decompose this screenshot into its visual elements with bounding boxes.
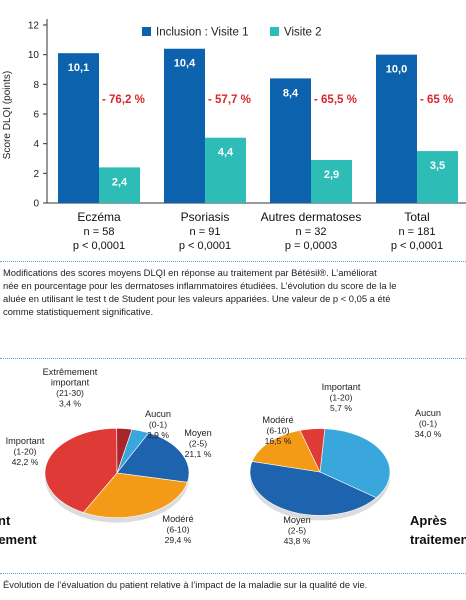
bar-value-label: 8,4 bbox=[283, 87, 299, 99]
pie-slice-label: Extrêmement bbox=[43, 367, 98, 377]
category-p-value: p = 0,0003 bbox=[285, 240, 337, 252]
pie-slice-label: (0-1) bbox=[149, 420, 167, 430]
bar-visite-1 bbox=[164, 48, 205, 203]
caption-line: aluée en utilisant le test t de Student … bbox=[3, 293, 391, 304]
pie-slice-label: Important bbox=[322, 382, 361, 392]
right-pie-title: Après bbox=[410, 513, 447, 528]
pie-before-treatment: Aucun(0-1)3,9 % Moyen(2-5)21,1 % Modéré(6-… bbox=[6, 367, 212, 545]
bar-visite-2 bbox=[311, 159, 352, 203]
pie-slice bbox=[251, 430, 321, 473]
y-tick-label: 12 bbox=[28, 21, 40, 32]
pie-slice-label: important bbox=[51, 378, 90, 388]
percent-change-label: - 65 % bbox=[420, 94, 453, 106]
category-p-value: p < 0,0001 bbox=[73, 240, 125, 252]
pie-slice-label: 29,4 % bbox=[165, 535, 192, 545]
pie-slice-label: 3,9 % bbox=[147, 430, 169, 440]
bar-visite-1 bbox=[270, 78, 311, 203]
pie-slice-label: Modéré bbox=[262, 415, 293, 425]
legend-label: Visite 2 bbox=[284, 27, 322, 39]
category-label: Autres dermatoses bbox=[261, 210, 362, 224]
figure-caption-2: Évolution de l’évaluation du patient rel… bbox=[3, 579, 368, 590]
category-label: Psoriasis bbox=[181, 210, 230, 224]
category-n: n = 181 bbox=[398, 226, 435, 238]
category-n: n = 58 bbox=[84, 226, 115, 238]
y-tick-label: 0 bbox=[33, 199, 39, 210]
legend-swatch bbox=[270, 27, 279, 36]
bar-value-label: 10,0 bbox=[386, 64, 407, 76]
pie-slice bbox=[116, 428, 133, 474]
pie-slice-label: (1-20) bbox=[14, 447, 37, 457]
pie-slice-label: Important bbox=[6, 436, 45, 446]
pie-after-treatment: Aucun(0-1)34,0 % Moyen(2-5)43,8 % Modéré(6… bbox=[249, 382, 442, 546]
bar-value-label: 10,4 bbox=[174, 58, 196, 70]
pie-slice-label: Aucun bbox=[415, 408, 441, 418]
pie-slice-label: (6-10) bbox=[167, 525, 190, 535]
pie-slice bbox=[44, 428, 118, 513]
bar-visite-1 bbox=[376, 54, 417, 203]
y-tick-label: 8 bbox=[33, 80, 39, 91]
pie-slice-label: 42,2 % bbox=[12, 457, 39, 467]
pie-slice bbox=[299, 428, 326, 474]
category-p-value: p < 0,0001 bbox=[391, 240, 443, 252]
pie-slice-label: 34,0 % bbox=[415, 429, 442, 439]
pie-slice-label: (21-30) bbox=[56, 388, 84, 398]
pie-slice-label: 43,8 % bbox=[284, 536, 311, 546]
legend-swatch bbox=[142, 27, 151, 36]
y-tick-label: 2 bbox=[33, 169, 39, 180]
bar-visite-2 bbox=[99, 167, 140, 203]
y-tick-label: 6 bbox=[33, 110, 39, 121]
pie-slice-label: (1-20) bbox=[330, 393, 353, 403]
pie-slice-label: (6-10) bbox=[267, 426, 290, 436]
bar-value-label: 2,9 bbox=[324, 169, 339, 181]
pie-slice-label: 16,5 % bbox=[265, 436, 292, 446]
bar-value-label: 4,4 bbox=[218, 147, 234, 159]
percent-change-label: - 65,5 % bbox=[314, 94, 357, 106]
pie-slice bbox=[116, 432, 190, 483]
bar-visite-2 bbox=[205, 137, 246, 203]
pie-slice-label: Aucun bbox=[145, 409, 171, 419]
left-pie-title-partial: nt bbox=[0, 513, 11, 528]
caption-line: née en pourcentage pour les dermatoses i… bbox=[3, 280, 397, 291]
dlqi-bar-chart: Score DLQI (points) 0 2 4 6 8 10 12 Inclusion : … bbox=[2, 19, 466, 252]
pie-slice-label: Modéré bbox=[162, 514, 193, 524]
category-label: Total bbox=[404, 210, 429, 224]
pie-slice-label: 5,7 % bbox=[330, 403, 352, 413]
pie-slice-label: (0-1) bbox=[419, 419, 437, 429]
bar-value-label: 2,4 bbox=[112, 176, 128, 188]
figure-caption-1: Modifications des scores moyens DLQI en … bbox=[0, 266, 466, 318]
patient-evaluation-pie-charts: Aucun(0-1)3,9 % Moyen(2-5)21,1 %Modéré(6-… bbox=[0, 367, 466, 547]
y-axis-label: Score DLQI (points) bbox=[2, 71, 13, 159]
percent-change-label: - 76,2 % bbox=[102, 94, 145, 106]
right-pie-title: traitemen bbox=[410, 532, 466, 547]
category-n: n = 91 bbox=[190, 226, 221, 238]
pie-slice-label: Moyen bbox=[184, 428, 212, 438]
category-n: n = 32 bbox=[296, 226, 327, 238]
bar-value-label: 3,5 bbox=[430, 160, 445, 172]
pie-slice-label: Moyen bbox=[283, 515, 311, 525]
bar-visite-1 bbox=[58, 53, 99, 203]
caption-line: Modifications des scores moyens DLQI en … bbox=[3, 267, 377, 278]
legend-label: Inclusion : Visite 1 bbox=[156, 27, 248, 39]
separator-rule bbox=[0, 358, 466, 359]
separator-rule bbox=[0, 261, 466, 262]
bar-visite-2 bbox=[417, 151, 458, 203]
category-label: Eczéma bbox=[77, 210, 121, 224]
y-tick-label: 10 bbox=[28, 50, 40, 61]
separator-rule bbox=[0, 573, 466, 574]
pie-slice bbox=[319, 428, 391, 499]
pie-slice-label: (2-5) bbox=[288, 526, 306, 536]
category-p-value: p < 0,0001 bbox=[179, 240, 231, 252]
pie-slice-label: 21,1 % bbox=[185, 449, 212, 459]
percent-change-label: - 57,7 % bbox=[208, 94, 251, 106]
left-pie-title: tement bbox=[0, 532, 37, 547]
pie-slice-label: (2-5) bbox=[189, 439, 207, 449]
pie-slice bbox=[249, 461, 377, 516]
pie-slice-label: 3,4 % bbox=[59, 399, 81, 409]
bar-value-label: 10,1 bbox=[68, 62, 89, 74]
y-tick-label: 4 bbox=[33, 139, 39, 150]
pie-slice bbox=[82, 472, 188, 518]
caption-line: comme statistiquement significative. bbox=[3, 306, 154, 317]
